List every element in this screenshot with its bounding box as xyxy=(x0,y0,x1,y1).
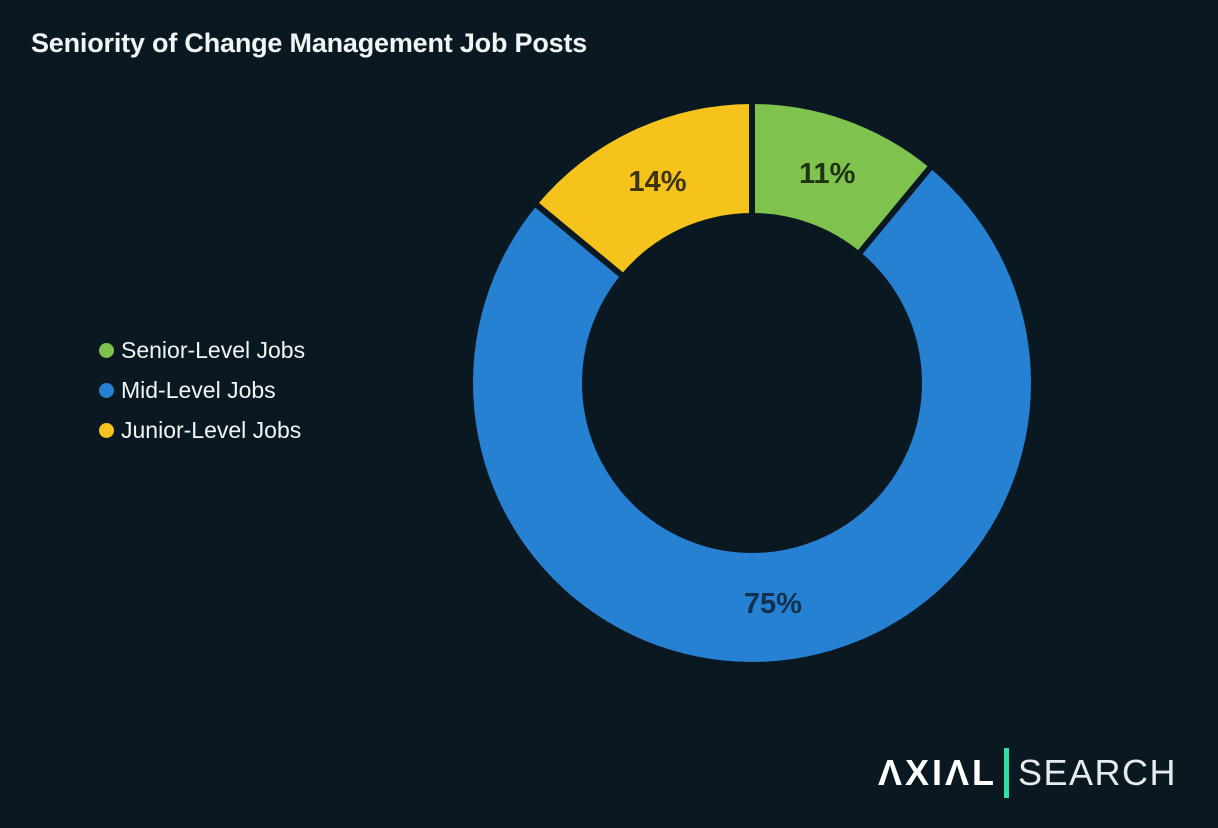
legend-label: Mid-Level Jobs xyxy=(121,376,276,403)
donut-slice-value-label: 75% xyxy=(744,588,802,620)
donut-slice-value-label: 11% xyxy=(799,158,856,190)
brand-divider-bar xyxy=(1003,748,1009,798)
legend-item-senior-level-jobs: Senior-Level Jobs xyxy=(99,330,305,370)
brand-wordmark-axial: ΛXIΛL xyxy=(877,752,997,793)
brand-wordmark-search: SEARCH xyxy=(1017,752,1177,793)
chart-title: Seniority of Change Management Job Posts xyxy=(31,28,588,58)
donut-slice-value-label: 14% xyxy=(628,166,686,198)
legend-label: Senior-Level Jobs xyxy=(121,336,306,363)
legend: Senior-Level Jobs Mid-Level Jobs Junior-Le… xyxy=(99,330,305,450)
brand-logo: ΛXIΛL SEARCH xyxy=(878,748,1177,798)
donut-slice-junior-level-jobs xyxy=(537,104,752,275)
donut-slice-gap xyxy=(855,163,935,258)
legend-swatch-icon xyxy=(99,382,114,398)
legend-item-junior-level-jobs: Junior-Level Jobs xyxy=(99,410,305,450)
legend-swatch-icon xyxy=(99,342,114,358)
donut-slice-gap xyxy=(532,200,627,280)
legend-swatch-icon xyxy=(99,422,114,438)
donut-slice-senior-level-jobs xyxy=(752,104,930,253)
donut-chart: 11% 75% 14% xyxy=(473,100,1032,663)
legend-item-mid-level-jobs: Mid-Level Jobs xyxy=(99,370,305,410)
legend-label: Junior-Level Jobs xyxy=(121,416,302,443)
donut-slice-mid-level-jobs xyxy=(473,168,1032,663)
